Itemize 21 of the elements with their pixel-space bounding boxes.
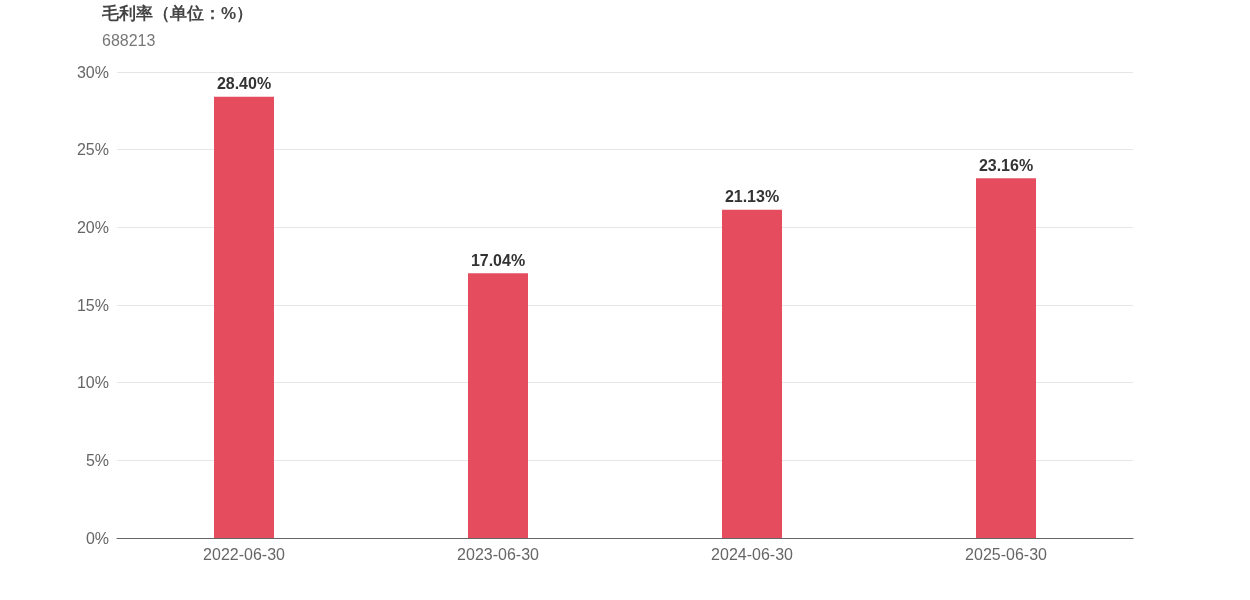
y-tick-label: 20% [76, 218, 109, 236]
data-label: 28.40% [216, 75, 272, 93]
chart-subtitle: 688213 [102, 31, 156, 49]
x-tick-label: 2024-06-30 [711, 545, 794, 563]
y-tick-label: 0% [85, 529, 109, 547]
bar [214, 96, 274, 538]
y-tick-label: 30% [76, 63, 109, 81]
x-tick-label: 2022-06-30 [203, 545, 286, 563]
y-tick-label: 15% [76, 296, 109, 314]
bar [468, 273, 528, 538]
y-tick-label: 10% [76, 374, 109, 392]
y-tick-label: 25% [76, 141, 109, 159]
bar [722, 209, 782, 538]
data-label: 23.16% [978, 156, 1034, 174]
bar [976, 178, 1036, 538]
x-tick-label: 2023-06-30 [457, 545, 540, 563]
x-tick-label: 2025-06-30 [965, 545, 1048, 563]
data-label: 17.04% [470, 251, 526, 269]
y-tick-label: 5% [85, 451, 109, 469]
chart-title: 毛利率（单位：%） [101, 4, 254, 23]
data-label: 21.13% [724, 188, 780, 206]
